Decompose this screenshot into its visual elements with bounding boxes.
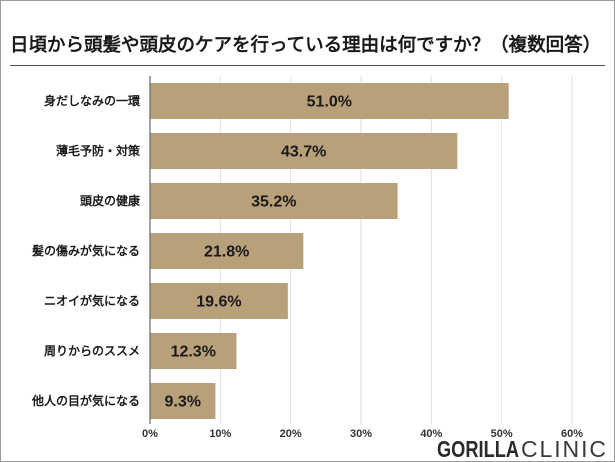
bar-3	[150, 183, 398, 219]
bar-7	[150, 383, 216, 419]
bar-value-label-7: 9.3%	[164, 394, 200, 411]
chart-title: 日頃から頭髪や頭皮のケアを行っている理由は何ですか？（複数回答）	[10, 35, 602, 56]
bar-4	[150, 233, 304, 269]
bar-value-label-5: 19.6%	[196, 294, 241, 311]
x-tick-label-6: 50%	[491, 428, 513, 440]
x-tick-label-4: 30%	[350, 428, 372, 440]
bar-value-label-6: 12.3%	[171, 344, 216, 361]
logo: GORILLA CLINIC	[437, 436, 606, 462]
value-labels: 51.0% 43.7% 35.2% 21.8% 19.6% 12.3% 9.3%	[164, 94, 352, 411]
bar-1	[150, 83, 509, 119]
category-label-2: 薄毛予防・対策	[56, 143, 141, 158]
x-tick-label-7: 60%	[561, 428, 583, 440]
title-divider	[10, 65, 605, 66]
category-label-4: 髪の傷みが気になる	[31, 243, 140, 258]
category-label-5: ニオイが気になる	[44, 293, 140, 308]
x-tick-label-3: 20%	[280, 428, 302, 440]
bar-value-label-1: 51.0%	[307, 94, 352, 111]
x-tick-label-2: 10%	[209, 428, 231, 440]
x-tick-label-5: 40%	[420, 428, 442, 440]
bar-5	[150, 283, 288, 319]
x-tick-label-1: 0%	[142, 428, 158, 440]
category-label-6: 周りからのススメ	[44, 344, 140, 358]
category-label-1: 身だしなみの一環	[44, 93, 141, 108]
bar-2	[150, 133, 458, 169]
logo-light-text: CLINIC	[521, 436, 606, 462]
bar-6	[150, 333, 237, 369]
bar-value-label-3: 35.2%	[251, 194, 296, 211]
x-axis-tick-labels: 0% 10% 20% 30% 40% 50% 60%	[142, 428, 583, 440]
bars	[150, 83, 509, 419]
category-label-7: 他人の目が気になる	[31, 393, 140, 408]
category-label-3: 頭皮の健康	[80, 193, 141, 208]
logo-bold-text: GORILLA	[437, 436, 519, 462]
bar-value-label-4: 21.8%	[204, 244, 249, 261]
category-labels: 身だしなみの一環薄毛予防・対策頭皮の健康髪の傷みが気になるニオイが気になる周りか…	[31, 93, 141, 408]
bar-value-label-2: 43.7%	[281, 144, 326, 161]
